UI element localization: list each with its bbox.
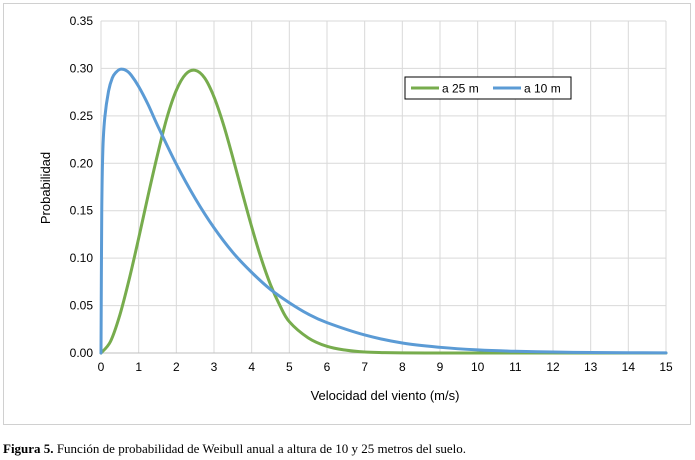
x-tick-label: 5 xyxy=(286,360,293,374)
figure-caption: Figura 5. Función de probabilidad de Wei… xyxy=(3,441,691,457)
legend-box xyxy=(404,76,572,100)
y-tick-label: 0.00 xyxy=(70,346,94,360)
y-tick-label: 0.10 xyxy=(70,251,94,265)
x-tick-label: 7 xyxy=(361,360,368,374)
x-tick-label: 14 xyxy=(622,360,636,374)
chart-frame: 0 1 2 3 4 5 6 7 8 9 10 11 12 13 14 15 0.00 0.05 0.10 0.15 0.… xyxy=(3,3,691,425)
grid-lines xyxy=(100,20,667,353)
x-tick-label: 3 xyxy=(211,360,218,374)
y-tick-label: 0.05 xyxy=(70,299,94,313)
legend: a 25 m a 10 m xyxy=(404,76,572,100)
x-tick-label: 12 xyxy=(546,360,560,374)
y-tick-label: 0.25 xyxy=(70,109,94,123)
y-axis-label: Probabilidad xyxy=(38,152,53,224)
x-tick-label: 15 xyxy=(659,360,673,374)
x-tick-label: 9 xyxy=(437,360,444,374)
x-axis-label: Velocidad del viento (m/s) xyxy=(311,388,460,403)
x-tick-label: 8 xyxy=(399,360,406,374)
x-tick-label: 6 xyxy=(324,360,331,374)
y-tick-label: 0.15 xyxy=(70,204,94,218)
y-tick-label: 0.35 xyxy=(70,14,94,28)
figure-caption-text: Función de probabilidad de Weibull anual… xyxy=(53,441,467,456)
x-tick-label: 11 xyxy=(509,360,522,374)
series-line-a-10m xyxy=(99,67,668,355)
y-tick-label: 0.20 xyxy=(70,156,94,170)
x-tick-label: 4 xyxy=(248,360,255,374)
legend-entry: a 10 m xyxy=(524,82,561,96)
x-tick-label: 2 xyxy=(173,360,180,374)
weibull-line-chart: 0 1 2 3 4 5 6 7 8 9 10 11 12 13 14 150.000.050.100.150.… xyxy=(38,14,673,403)
x-tick-label: 10 xyxy=(471,360,485,374)
series-lines xyxy=(99,67,668,355)
y-tick-label: 0.30 xyxy=(70,61,94,75)
legend-entry: a 25 m xyxy=(442,82,479,96)
figure-caption-label: Figura 5. xyxy=(3,441,54,456)
x-tick-label: 0 xyxy=(98,360,105,374)
x-tick-label: 13 xyxy=(584,360,598,374)
x-tick-label: 1 xyxy=(135,360,142,374)
series-line-a-25m xyxy=(99,68,668,355)
